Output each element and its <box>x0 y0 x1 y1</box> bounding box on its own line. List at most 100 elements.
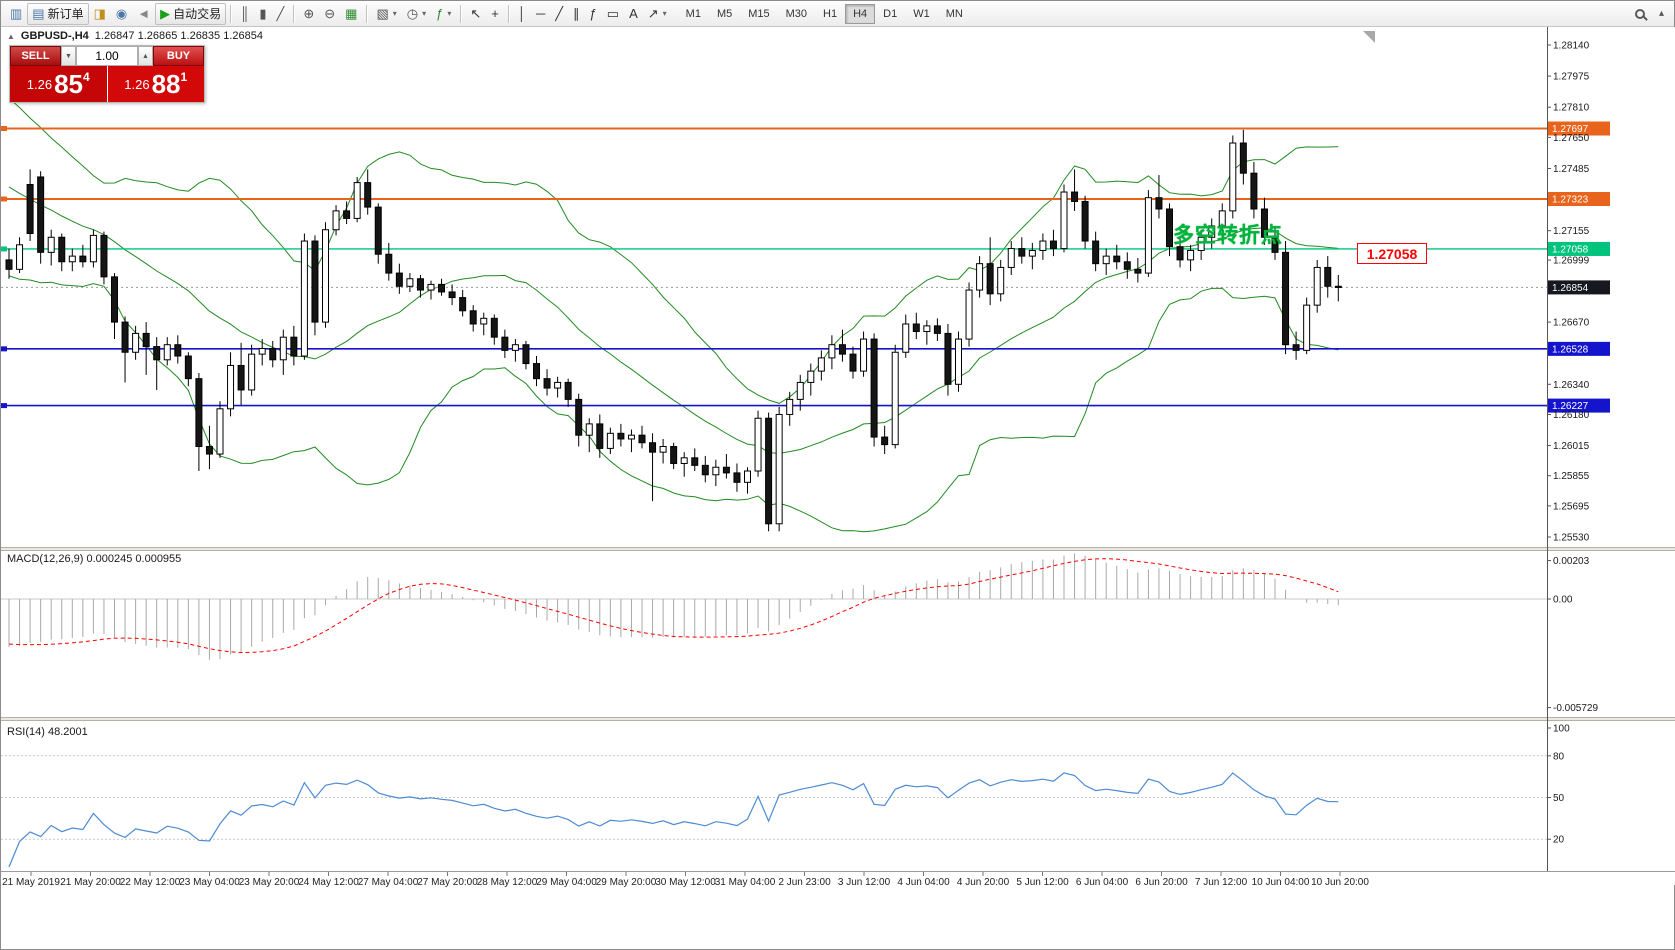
profile-icon[interactable]: ◉ <box>111 3 132 25</box>
new-order-button-glyph: ▤ <box>32 6 45 21</box>
collapse-chart-icon[interactable]: ▲ <box>7 31 15 41</box>
bollinger-bands-layer <box>8 97 1339 533</box>
sell-button[interactable]: SELL <box>10 46 61 66</box>
horizontal-line-icon[interactable]: ─ <box>531 3 550 25</box>
volume-increase-button[interactable]: ▲ <box>138 46 153 66</box>
periods-icon[interactable]: ◷ ▾ <box>402 3 431 25</box>
chart-shift-icon[interactable]: ◨ <box>89 3 111 25</box>
time-axis-label: 29 May 04:00 <box>536 877 597 888</box>
timeframe-m15[interactable]: M15 <box>740 4 777 24</box>
timeframe-m1[interactable]: M1 <box>678 4 709 24</box>
time-axis-label: 28 May 12:00 <box>477 877 538 888</box>
svg-text:1.26854: 1.26854 <box>1552 283 1589 294</box>
zoom-in-icon-glyph: ⊕ <box>303 6 315 21</box>
buy-button[interactable]: BUY <box>153 46 204 66</box>
channel-icon[interactable]: ∥ <box>568 3 585 25</box>
zoom-out-icon[interactable]: ⊖ <box>319 3 340 25</box>
sell-price-button[interactable]: 1.26 85 4 <box>10 66 107 102</box>
price-axis-tick: 1.26999 <box>1553 256 1590 267</box>
shapes-icon[interactable]: ▭ <box>602 3 624 25</box>
line-handle[interactable] <box>1 126 7 132</box>
timeframe-h4[interactable]: H4 <box>845 3 876 24</box>
toolbar-separator <box>230 4 232 23</box>
terminal-icon[interactable]: ▥ <box>5 3 27 25</box>
annotation-text[interactable]: 多空转折点 <box>1173 224 1283 247</box>
horizontal-line-icon-glyph: ─ <box>536 6 546 21</box>
new-chart-icon[interactable]: ▧ ▾ <box>371 3 401 25</box>
line-chart-type-icon[interactable]: ╱ <box>272 3 290 25</box>
time-axis-label: 21 May 20:00 <box>60 877 121 888</box>
vertical-line-icon[interactable]: │ <box>513 3 531 25</box>
channel-icon-glyph: ∥ <box>573 6 580 21</box>
timeframe-mn[interactable]: MN <box>938 4 971 24</box>
svg-text:1.26227: 1.26227 <box>1552 401 1589 412</box>
volume-decrease-button[interactable]: ▼ <box>61 46 76 66</box>
toolbar-icon-group: ▥ ▤ 新订单 ◨ ◉ ◄ ▶ 自动交易 ║ ▮ ╱ ⊕ ⊖ ▦ ▧ ▾ ◷ ▾ ƒ ▾ ↖ + │ ─ ╱ ∥ ƒ ▭ A ↗ ▾ <box>5 2 672 25</box>
svg-text:1.27323: 1.27323 <box>1552 195 1589 206</box>
tile-windows-icon[interactable]: ▦ <box>340 3 362 25</box>
trendline-icon[interactable]: ╱ <box>550 3 568 25</box>
chart-region: 1.27697 1.27323 1.27058 1.26528 1.26227 1.268… <box>1 27 1675 949</box>
indicators-icon[interactable]: ƒ ▾ <box>431 3 456 25</box>
time-axis-label: 30 May 12:00 <box>655 877 716 888</box>
price-axis-tick: 1.25855 <box>1553 471 1590 482</box>
timeframe-w1[interactable]: W1 <box>905 4 938 24</box>
rsi-axis-tick: 80 <box>1553 751 1565 762</box>
vertical-line-icon-glyph: │ <box>517 6 526 21</box>
trade-panel-prices: 1.26 85 4 1.26 88 1 <box>10 66 204 102</box>
fibonacci-icon[interactable]: ƒ <box>585 3 602 25</box>
time-axis-label: 2 Jun 23:00 <box>778 877 831 888</box>
price-axis-tick: 1.26340 <box>1553 380 1590 391</box>
time-axis-label: 4 Jun 04:00 <box>897 877 950 888</box>
panel-splitter[interactable] <box>1 717 1675 721</box>
time-axis-label: 10 Jun 04:00 <box>1252 877 1310 888</box>
toolbar-separator <box>507 4 509 23</box>
arrows-icon-dropdown[interactable]: ▾ <box>662 9 667 18</box>
new-order-button[interactable]: ▤ 新订单 <box>27 2 89 25</box>
autotrading-button-glyph: ▶ <box>160 6 171 21</box>
time-axis-label: 24 May 12:00 <box>298 877 359 888</box>
collapse-toolbar-icon[interactable]: ▴ <box>1658 8 1664 19</box>
rsi-axis-tick: 100 <box>1553 724 1570 735</box>
ask-main-digits: 88 <box>151 69 181 99</box>
toolbar-separator <box>460 4 462 23</box>
chart-autoscroll-marker[interactable] <box>1363 31 1375 43</box>
price-callout-label[interactable]: 1.27058 <box>1357 243 1427 264</box>
timeframe-h1[interactable]: H1 <box>815 4 845 24</box>
buy-price-button[interactable]: 1.26 88 1 <box>107 66 204 102</box>
line-handle[interactable] <box>1 403 7 409</box>
line-handle[interactable] <box>1 346 7 352</box>
arrows-icon[interactable]: ↗ ▾ <box>643 3 672 25</box>
indicators-icon-glyph: ƒ <box>436 6 444 21</box>
line-handle[interactable] <box>1 246 7 252</box>
volume-input[interactable] <box>76 46 138 66</box>
timeframe-d1[interactable]: D1 <box>875 4 905 24</box>
cursor-icon-glyph: ↖ <box>470 6 482 21</box>
cursor-icon[interactable]: ↖ <box>465 3 486 25</box>
timeframe-m5[interactable]: M5 <box>709 4 740 24</box>
panel-splitter[interactable] <box>1 547 1675 551</box>
time-axis-label: 27 May 20:00 <box>417 877 478 888</box>
bars-chart-type-icon[interactable]: ║ <box>235 3 254 25</box>
price-axis-tick: 1.25695 <box>1553 501 1590 512</box>
timeframe-m30[interactable]: M30 <box>778 4 815 24</box>
line-handle[interactable] <box>1 196 7 202</box>
price-axis-tick: 1.27155 <box>1553 226 1590 237</box>
rsi-indicator-header: RSI(14) 48.2001 <box>7 726 88 738</box>
svg-text:1.27058: 1.27058 <box>1552 244 1589 255</box>
price-line-axis-label <box>1548 241 1610 256</box>
periods-icon-dropdown[interactable]: ▾ <box>422 9 427 18</box>
alerts-icon-glyph: ◄ <box>137 6 151 21</box>
new-chart-icon-dropdown[interactable]: ▾ <box>392 9 397 18</box>
alerts-icon[interactable]: ◄ <box>132 3 155 25</box>
crosshair-icon[interactable]: + <box>486 3 504 25</box>
search-icon[interactable] <box>1634 8 1645 19</box>
shapes-icon-glyph: ▭ <box>606 6 620 21</box>
indicators-icon-dropdown[interactable]: ▾ <box>447 9 452 18</box>
autotrading-button[interactable]: ▶ 自动交易 <box>155 2 227 25</box>
candlestick-chart-type-icon[interactable]: ▮ <box>254 3 271 25</box>
bollinger-middle-band <box>8 186 1339 454</box>
zoom-in-icon[interactable]: ⊕ <box>298 3 319 25</box>
text-icon[interactable]: A <box>624 3 643 25</box>
bid-prefix: 1.26 <box>26 76 53 92</box>
